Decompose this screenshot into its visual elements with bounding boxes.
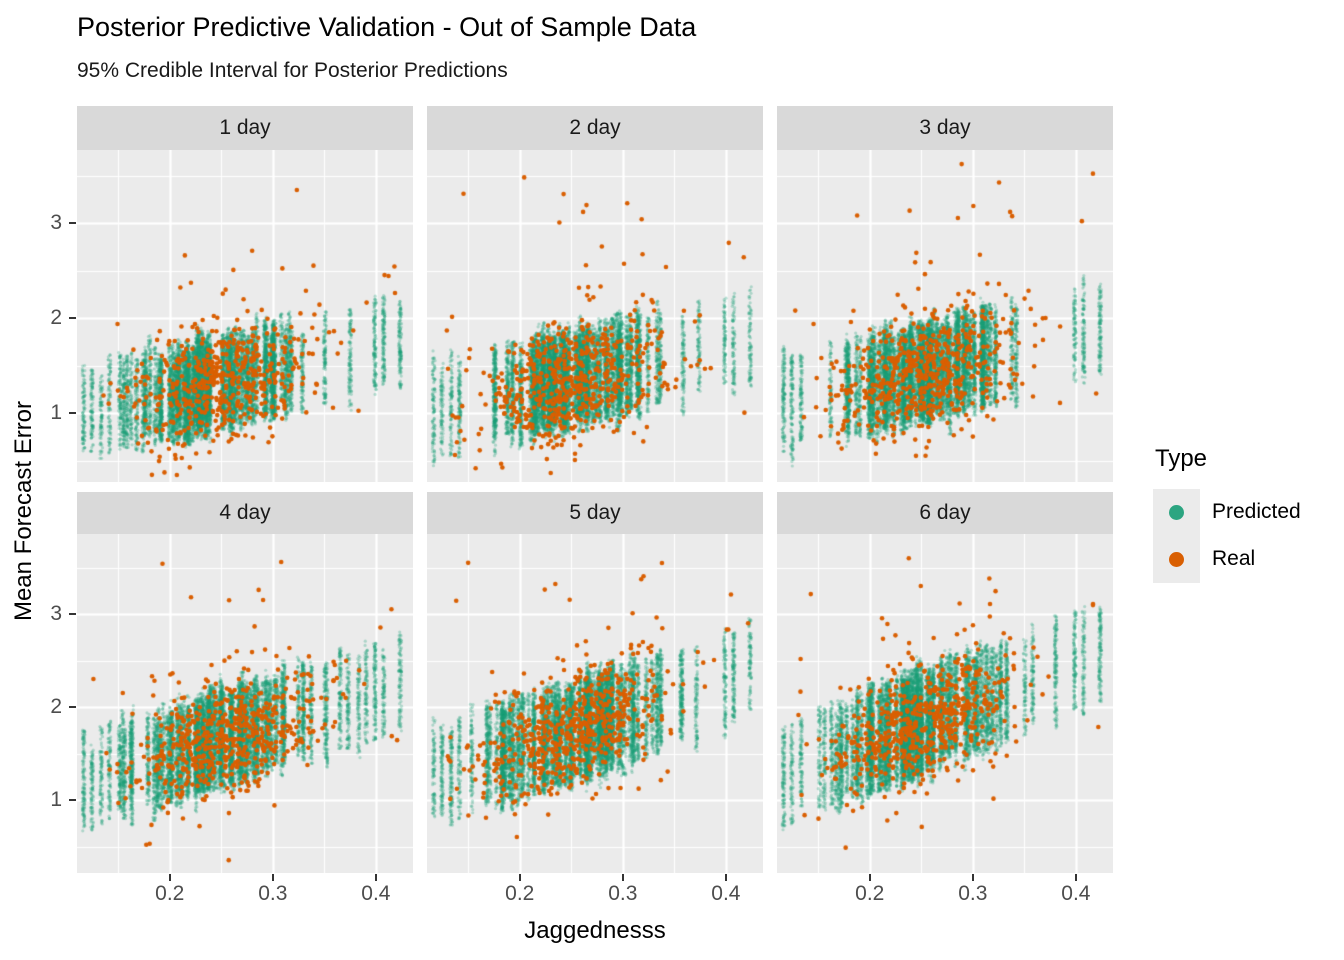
facet-panel-3-day <box>777 150 1113 482</box>
y-tick-mark <box>69 613 76 615</box>
x-tick-label: 0.3 <box>608 882 638 905</box>
x-tick-mark <box>868 874 871 881</box>
legend-key-real <box>1153 536 1200 583</box>
y-tick-mark <box>69 222 76 224</box>
legend-label-predicted: Predicted <box>1212 500 1301 523</box>
facet-panel-2-day <box>427 150 763 482</box>
x-tick-mark <box>271 874 274 881</box>
facet-panel-1-day <box>77 150 413 482</box>
plot-title: Posterior Predictive Validation - Out of… <box>77 12 697 42</box>
x-tick-mark <box>518 874 521 881</box>
facet-strip-6-day: 6 day <box>777 492 1113 534</box>
x-tick-label: 0.3 <box>258 882 288 905</box>
y-tick-mark <box>69 799 76 801</box>
y-tick-label: 2 <box>50 306 62 329</box>
x-tick-mark <box>971 874 974 881</box>
facet-panel-4-day <box>77 534 413 873</box>
y-tick-mark <box>69 412 76 414</box>
x-tick-mark <box>1074 874 1077 881</box>
legend-label-real: Real <box>1212 547 1256 570</box>
facet-strip-5-day: 5 day <box>427 492 763 534</box>
facet-strip-3-day: 3 day <box>777 106 1113 150</box>
facet-strip-1-day: 1 day <box>77 106 413 150</box>
x-tick-label: 0.4 <box>1061 882 1091 905</box>
x-tick-label: 0.2 <box>505 882 535 905</box>
x-tick-label: 0.4 <box>361 882 391 905</box>
y-tick-label: 1 <box>50 788 62 811</box>
legend-dot-real-icon <box>1169 552 1184 567</box>
x-tick-label: 0.3 <box>958 882 988 905</box>
y-tick-mark <box>69 706 76 708</box>
facet-panel-6-day <box>777 534 1113 873</box>
x-tick-label: 0.4 <box>711 882 741 905</box>
y-tick-label: 3 <box>50 211 62 234</box>
y-tick-mark <box>69 317 76 319</box>
x-tick-label: 0.2 <box>855 882 885 905</box>
legend-key-predicted <box>1153 489 1200 536</box>
plot-subtitle: 95% Credible Interval for Posterior Pred… <box>77 59 508 82</box>
x-tick-mark <box>168 874 171 881</box>
facet-strip-2-day: 2 day <box>427 106 763 150</box>
x-tick-mark <box>621 874 624 881</box>
x-tick-mark <box>374 874 377 881</box>
x-tick-label: 0.2 <box>155 882 185 905</box>
legend-title: Type <box>1155 445 1208 472</box>
y-tick-label: 3 <box>50 602 62 625</box>
facet-strip-4-day: 4 day <box>77 492 413 534</box>
x-tick-mark <box>724 874 727 881</box>
y-tick-label: 2 <box>50 695 62 718</box>
x-axis-title: Jaggednesss <box>524 917 666 944</box>
y-tick-label: 1 <box>50 401 62 424</box>
facet-panel-5-day <box>427 534 763 873</box>
legend-dot-predicted-icon <box>1169 505 1184 520</box>
y-axis-title: Mean Forecast Error <box>10 400 37 622</box>
